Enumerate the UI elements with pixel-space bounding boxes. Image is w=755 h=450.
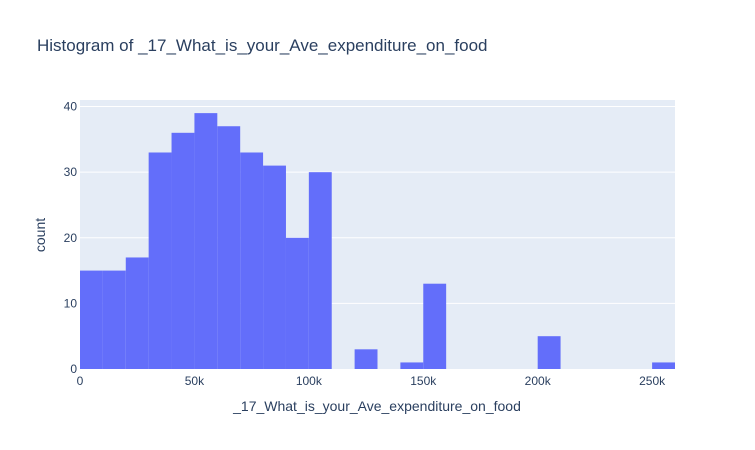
x-axis-ticks: 0 50k 100k 150k 200k 250k [77,374,666,388]
histogram-bar [263,165,286,369]
histogram-bar [423,283,447,369]
histogram-bar [652,362,675,369]
histogram-bar [354,349,378,369]
histogram-bar [194,113,218,369]
histogram-bar [148,152,172,369]
chart-title: Histogram of _17_What_is_your_Ave_expend… [37,36,487,55]
bars [80,113,675,370]
y-tick-label: 10 [64,296,78,310]
y-tick-label: 20 [64,231,78,245]
y-tick-label: 30 [64,165,78,179]
y-tick-label: 0 [70,362,77,376]
histogram-bar [102,270,126,369]
x-tick-label: 50k [185,374,205,388]
x-tick-label: 250k [639,374,666,388]
x-tick-label: 200k [525,374,552,388]
histogram-bar [537,336,561,369]
histogram-bar [240,152,264,369]
y-axis-title: count [32,218,48,252]
histogram-bar [400,362,424,369]
y-tick-label: 40 [64,100,78,114]
x-tick-label: 150k [410,374,437,388]
histogram-bar [80,270,103,369]
x-axis-title: _17_What_is_your_Ave_expenditure_on_food [232,398,521,414]
histogram-bar [171,132,195,369]
histogram-bar [125,257,149,369]
histogram-bar [285,237,309,369]
x-tick-label: 0 [77,374,84,388]
histogram-bar [217,126,241,370]
x-tick-label: 100k [296,374,323,388]
y-axis-ticks: 0 10 20 30 40 [64,100,78,376]
histogram-bar [308,172,332,369]
